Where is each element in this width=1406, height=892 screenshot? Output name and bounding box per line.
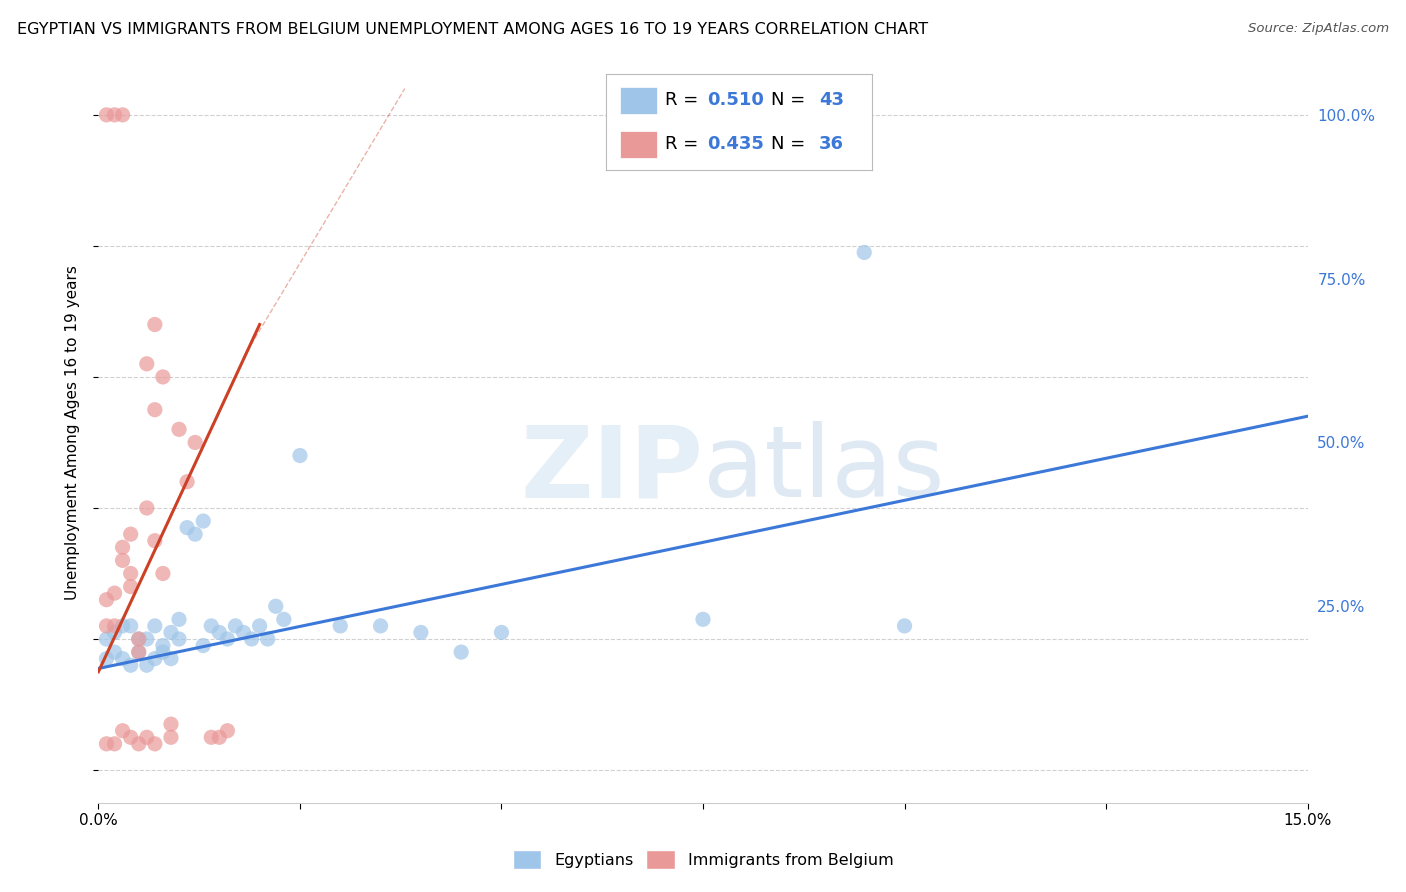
Point	[128, 645, 150, 659]
Point	[853, 245, 876, 260]
Point	[120, 658, 142, 673]
Point	[111, 723, 134, 738]
Point	[135, 500, 157, 515]
Point	[208, 731, 231, 745]
Point	[143, 402, 166, 417]
Text: EGYPTIAN VS IMMIGRANTS FROM BELGIUM UNEMPLOYMENT AMONG AGES 16 TO 19 YEARS CORRE: EGYPTIAN VS IMMIGRANTS FROM BELGIUM UNEM…	[17, 22, 928, 37]
Point	[160, 731, 183, 745]
Point	[96, 737, 118, 751]
Point	[200, 619, 222, 633]
Point	[135, 632, 157, 646]
Point	[370, 619, 392, 633]
Point	[184, 435, 207, 450]
Point	[143, 318, 166, 332]
Point	[193, 639, 215, 653]
Point	[103, 737, 125, 751]
Point	[193, 514, 215, 528]
Point	[160, 625, 183, 640]
Point	[111, 619, 134, 633]
Text: Source: ZipAtlas.com: Source: ZipAtlas.com	[1249, 22, 1389, 36]
Point	[893, 619, 915, 633]
Point	[135, 731, 157, 745]
Point	[103, 108, 125, 122]
Point	[143, 737, 166, 751]
Point	[450, 645, 472, 659]
Point	[152, 645, 174, 659]
Point	[103, 619, 125, 633]
Point	[96, 108, 118, 122]
Point	[176, 521, 198, 535]
Point	[249, 619, 271, 633]
Point	[120, 731, 142, 745]
Point	[167, 632, 190, 646]
Point	[200, 731, 222, 745]
Point	[103, 645, 125, 659]
Point	[135, 658, 157, 673]
Point	[143, 533, 166, 548]
Point	[217, 632, 239, 646]
Legend: Egyptians, Immigrants from Belgium: Egyptians, Immigrants from Belgium	[506, 844, 900, 875]
Point	[96, 592, 118, 607]
Point	[152, 639, 174, 653]
Point	[329, 619, 352, 633]
Point	[288, 449, 311, 463]
Point	[120, 580, 142, 594]
Point	[273, 612, 295, 626]
Point	[135, 357, 157, 371]
Point	[128, 632, 150, 646]
Point	[184, 527, 207, 541]
Point	[103, 625, 125, 640]
Point	[111, 541, 134, 555]
Point	[692, 612, 714, 626]
Point	[143, 619, 166, 633]
Point	[160, 651, 183, 665]
Point	[120, 619, 142, 633]
Point	[176, 475, 198, 489]
Point	[409, 625, 432, 640]
Point	[111, 553, 134, 567]
Point	[120, 566, 142, 581]
Point	[232, 625, 254, 640]
Point	[240, 632, 263, 646]
Point	[96, 632, 118, 646]
Point	[96, 619, 118, 633]
Point	[128, 632, 150, 646]
Point	[208, 625, 231, 640]
Point	[167, 612, 190, 626]
Point	[152, 370, 174, 384]
Point	[120, 527, 142, 541]
Y-axis label: Unemployment Among Ages 16 to 19 years: Unemployment Among Ages 16 to 19 years	[65, 265, 80, 600]
Text: ZIP: ZIP	[520, 421, 703, 518]
Point	[96, 651, 118, 665]
Point	[256, 632, 278, 646]
Point	[143, 651, 166, 665]
Point	[224, 619, 246, 633]
Point	[167, 422, 190, 436]
Point	[217, 723, 239, 738]
Point	[111, 651, 134, 665]
Point	[128, 645, 150, 659]
Point	[103, 586, 125, 600]
Point	[160, 717, 183, 731]
Point	[491, 625, 513, 640]
Text: atlas: atlas	[703, 421, 945, 518]
Point	[111, 108, 134, 122]
Point	[128, 737, 150, 751]
Point	[152, 566, 174, 581]
Point	[264, 599, 287, 614]
